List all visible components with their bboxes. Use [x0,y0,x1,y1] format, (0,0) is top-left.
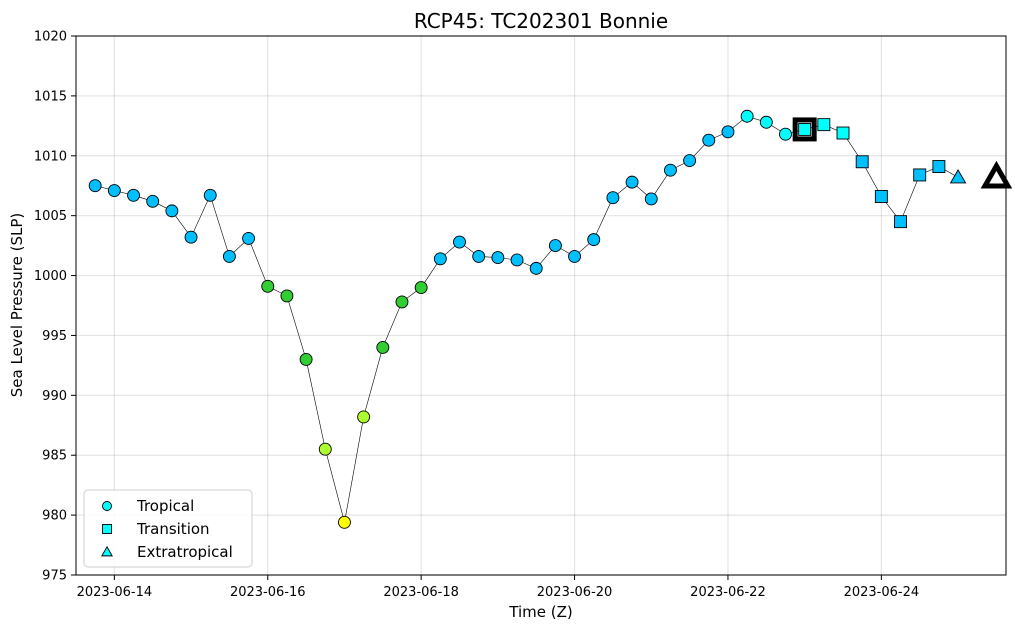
data-point [568,249,582,263]
data-point [146,194,160,208]
data-point [414,281,428,294]
data-point [683,154,697,168]
data-point [529,261,543,275]
y-tick-label: 1005 [34,209,67,224]
y-tick-label: 1020 [34,30,67,45]
data-point [587,233,601,247]
chart-title: RCP45: TC202301 Bonnie [414,9,668,33]
data-point [932,160,946,174]
data-point [798,122,812,136]
data-point [357,410,371,424]
axes: 975 980 985 990 995 1000 1005 1010 1015 1020 2023-… [34,30,1007,600]
data-point [491,251,505,265]
x-tick-label: 2023-06-20 [537,585,613,600]
plot-frame [75,35,1007,576]
y-tick-label: 980 [42,509,67,524]
highlight-marker [792,117,817,142]
legend-label: Transition [136,520,210,538]
data-point [548,239,562,253]
data-point [318,442,332,456]
x-tick-label: 2023-06-14 [77,585,153,600]
data-point [107,184,121,197]
data-point [395,295,409,309]
legend-label: Tropical [136,497,194,515]
legend-box [83,489,253,568]
data-point [299,352,313,366]
data-point [625,175,639,189]
data-point-layer [88,109,1013,529]
data-point [702,133,716,147]
data-point [338,515,351,529]
data-point [644,192,658,206]
legend: Tropical Transition Extratropical [83,489,253,568]
data-point [759,115,773,129]
y-tick-label: 1000 [34,269,67,284]
data-point [376,340,390,354]
x-axis-label: Time (Z) [508,603,572,621]
legend-marker-circle [102,501,112,511]
data-point [472,249,486,263]
x-tick-label: 2023-06-24 [844,585,920,600]
data-point [261,279,275,293]
data-point [874,190,888,203]
data-point [242,231,256,245]
data-point [721,125,735,139]
data-point [913,168,927,182]
data-point [127,188,140,202]
data-point [949,168,967,184]
x-tick-label: 2023-06-22 [690,585,766,600]
y-tick-label: 1015 [34,89,67,104]
highlight-marker [980,160,1013,189]
data-point [894,215,907,229]
y-tick-label: 1010 [34,149,67,164]
data-point [663,163,677,177]
data-point [453,235,466,249]
legend-marker-triangle [101,545,113,557]
data-point [88,179,102,193]
legend-marker-square [102,524,112,534]
data-point [165,204,179,218]
data-point [203,188,217,202]
y-tick-label: 975 [42,569,67,584]
x-tick-label: 2023-06-16 [230,585,306,600]
data-point [184,230,198,244]
data-point [740,109,754,123]
data-point [510,253,524,267]
data-point [280,289,294,303]
y-tick-label: 985 [42,449,67,464]
data-point [855,155,869,169]
legend-label: Extratropical [137,543,233,561]
data-point [222,249,236,263]
data-point [433,252,447,266]
y-tick-label: 995 [42,329,67,344]
data-point [606,191,620,205]
x-tick-label: 2023-06-18 [383,585,459,600]
data-point [817,118,831,132]
data-point [836,126,850,140]
data-point [779,127,792,141]
y-axis-label: Sea Level Pressure (SLP) [8,213,26,398]
y-tick-label: 990 [42,389,67,404]
